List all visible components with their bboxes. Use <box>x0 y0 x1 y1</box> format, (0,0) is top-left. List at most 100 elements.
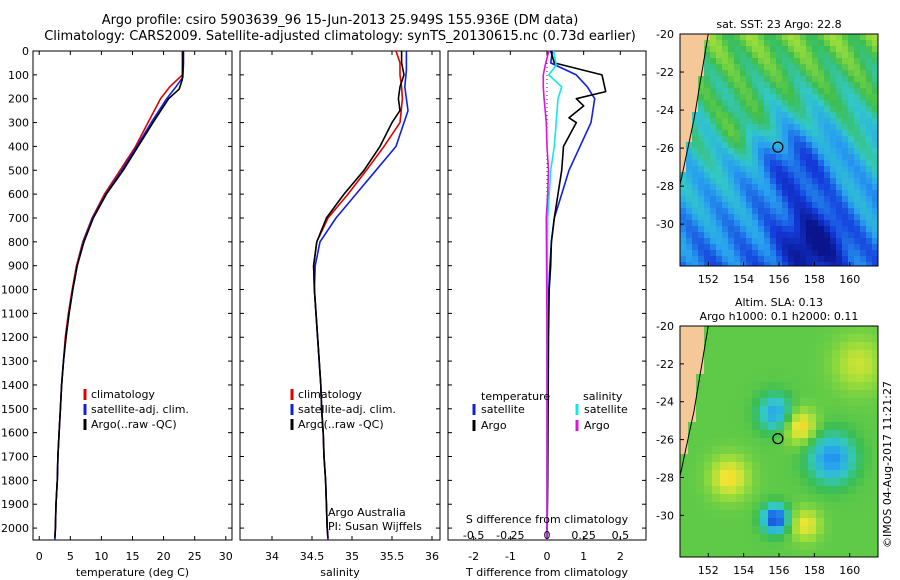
sea-cell <box>812 184 819 191</box>
sea-cell <box>824 358 833 367</box>
sea-cell <box>842 88 849 95</box>
sea-cell <box>864 398 873 407</box>
land-cell <box>680 112 687 119</box>
sea-cell <box>830 64 837 71</box>
sea-cell <box>752 494 761 503</box>
sea-cell <box>704 430 713 439</box>
sea-cell <box>740 226 747 233</box>
sea-cell <box>734 172 741 179</box>
sea-cell <box>856 502 865 511</box>
sea-cell <box>776 46 783 53</box>
sea-cell <box>764 64 771 71</box>
sea-cell <box>856 350 865 359</box>
sea-cell <box>824 106 831 113</box>
sea-cell <box>824 334 833 343</box>
sea-cell <box>842 64 849 71</box>
sea-cell <box>794 106 801 113</box>
sea-cell <box>716 226 723 233</box>
sea-cell <box>840 382 849 391</box>
sea-cell <box>818 124 825 131</box>
sea-cell <box>792 406 801 415</box>
sea-cell <box>854 88 861 95</box>
sea-cell <box>752 518 761 527</box>
sea-cell <box>848 142 855 149</box>
sea-cell <box>704 202 711 209</box>
sea-cell <box>752 250 759 257</box>
sea-cell <box>782 172 789 179</box>
sea-cell <box>808 462 817 471</box>
sea-cell <box>818 238 825 245</box>
sea-cell <box>704 76 711 83</box>
sea-cell <box>860 214 867 221</box>
sea-cell <box>794 124 801 131</box>
sea-cell <box>722 214 729 221</box>
land-cell <box>692 64 699 71</box>
sea-cell <box>818 202 825 209</box>
sea-cell <box>740 124 747 131</box>
sea-cell <box>836 202 843 209</box>
sea-cell <box>782 226 789 233</box>
sea-cell <box>812 202 819 209</box>
sea-cell <box>824 214 831 221</box>
sea-cell <box>854 250 861 257</box>
sea-cell <box>776 184 783 191</box>
sea-cell <box>760 390 769 399</box>
sea-cell <box>800 358 809 367</box>
sea-cell <box>744 494 753 503</box>
sea-cell <box>776 100 783 107</box>
sea-cell <box>800 124 807 131</box>
sea-cell <box>704 238 711 245</box>
sea-cell <box>860 58 867 65</box>
sea-cell <box>782 148 789 155</box>
sea-cell <box>740 190 747 197</box>
sea-cell <box>720 542 729 551</box>
sea-cell <box>818 256 825 263</box>
legend-label: Argo(..raw -QC) <box>91 418 177 431</box>
sea-cell <box>722 58 729 65</box>
sea-cell <box>800 470 809 479</box>
sea-cell <box>816 326 825 335</box>
sea-cell <box>716 142 723 149</box>
sea-cell <box>686 244 693 251</box>
sea-cell <box>760 414 769 423</box>
sea-cell <box>788 226 795 233</box>
sea-cell <box>832 366 841 375</box>
sea-cell <box>764 244 771 251</box>
sea-cell <box>848 534 857 543</box>
sea-cell <box>722 220 729 227</box>
sea-cell <box>856 374 865 383</box>
sea-cell <box>848 124 855 131</box>
sea-cell <box>864 550 873 557</box>
sea-cell <box>692 172 699 179</box>
sea-cell <box>824 502 833 511</box>
sea-cell <box>872 178 878 185</box>
sea-cell <box>842 40 849 47</box>
sea-cell <box>704 220 711 227</box>
sea-cell <box>728 414 737 423</box>
sea-cell <box>840 502 849 511</box>
sea-cell <box>752 166 759 173</box>
map-x-tick-label: 152 <box>698 273 719 286</box>
sea-cell <box>776 250 783 257</box>
sea-cell <box>842 76 849 83</box>
sea-cell <box>720 550 729 557</box>
map-y-tick-label: -28 <box>656 180 674 193</box>
sea-cell <box>794 40 801 47</box>
sea-cell <box>824 112 831 119</box>
sea-cell <box>696 478 705 487</box>
sea-cell <box>788 34 795 41</box>
land-cell <box>688 398 697 407</box>
sea-cell <box>800 196 807 203</box>
sea-cell <box>764 58 771 65</box>
sea-cell <box>712 438 721 447</box>
sea-cell <box>770 196 777 203</box>
sea-cell <box>848 526 857 535</box>
sea-cell <box>764 250 771 257</box>
sea-cell <box>812 112 819 119</box>
sea-cell <box>704 414 713 423</box>
sea-cell <box>794 52 801 59</box>
sea-cell <box>776 232 783 239</box>
sea-cell <box>800 262 807 266</box>
sea-cell <box>710 214 717 221</box>
sea-cell <box>872 430 878 439</box>
